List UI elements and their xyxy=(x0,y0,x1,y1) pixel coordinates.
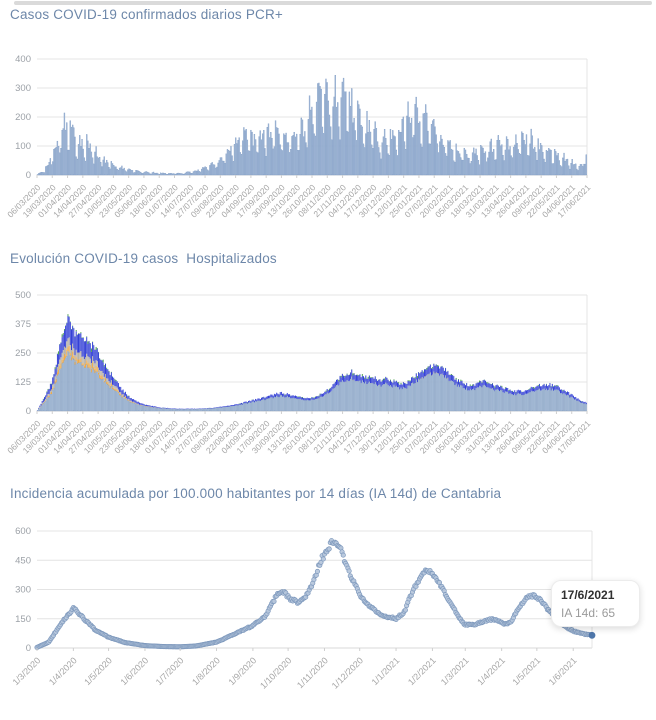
svg-text:150: 150 xyxy=(15,614,31,625)
svg-text:500: 500 xyxy=(15,290,31,301)
svg-text:1/2/2021: 1/2/2021 xyxy=(406,655,438,687)
top-scrollbar-thumb xyxy=(14,1,652,5)
chart-daily-pcr-cases[interactable]: 06/03/202019/03/202001/04/202014/04/2020… xyxy=(5,54,592,219)
chart2-title: Evolución COVID-19 casos Hospitalizados xyxy=(10,251,277,266)
svg-text:1/3/2021: 1/3/2021 xyxy=(439,655,471,687)
svg-text:1/3/2020: 1/3/2020 xyxy=(11,655,43,687)
svg-text:300: 300 xyxy=(15,83,31,94)
svg-text:1/1/2021: 1/1/2021 xyxy=(370,655,402,687)
svg-text:0: 0 xyxy=(26,643,31,654)
chart3-tooltip: 17/6/2021 IA 14d: 65 xyxy=(551,580,640,627)
svg-text:1/8/2020: 1/8/2020 xyxy=(190,655,222,687)
svg-text:250: 250 xyxy=(15,348,31,359)
svg-text:1/5/2020: 1/5/2020 xyxy=(82,655,114,687)
svg-text:100: 100 xyxy=(15,141,31,152)
svg-text:1/11/2020: 1/11/2020 xyxy=(295,655,330,690)
svg-text:400: 400 xyxy=(15,54,31,65)
svg-text:1/6/2021: 1/6/2021 xyxy=(547,655,579,687)
svg-text:1/7/2020: 1/7/2020 xyxy=(154,655,186,687)
chart3-title: Incidencia acumulada por 100.000 habitan… xyxy=(10,486,502,501)
svg-text:1/4/2021: 1/4/2021 xyxy=(475,655,507,687)
tooltip-value: IA 14d: 65 xyxy=(561,606,616,620)
chart1-title: Casos COVID-19 confirmados diarios PCR+ xyxy=(10,7,284,22)
tooltip-date: 17/6/2021 xyxy=(561,588,615,602)
svg-text:1/6/2020: 1/6/2020 xyxy=(118,655,150,687)
svg-text:0: 0 xyxy=(26,170,31,181)
svg-text:450: 450 xyxy=(15,555,31,566)
chart-ia14d[interactable]: 1/3/2020 1/4/2020 1/5/2020 1/6/2020 1/7/2020… xyxy=(11,526,596,691)
svg-text:1/4/2020: 1/4/2020 xyxy=(47,655,79,687)
svg-text:600: 600 xyxy=(15,526,31,537)
chart-hospitalizados[interactable]: 06/03/202019/03/202001/04/202014/04/2020… xyxy=(5,290,592,455)
svg-text:375: 375 xyxy=(15,319,31,330)
svg-text:1/10/2020: 1/10/2020 xyxy=(258,655,293,690)
svg-text:125: 125 xyxy=(15,377,31,388)
svg-text:1/12/2020: 1/12/2020 xyxy=(330,655,365,690)
svg-text:300: 300 xyxy=(15,585,31,596)
svg-text:1/9/2020: 1/9/2020 xyxy=(226,655,258,687)
svg-text:1/5/2021: 1/5/2021 xyxy=(510,655,542,687)
svg-text:0: 0 xyxy=(26,406,31,417)
svg-text:200: 200 xyxy=(15,112,31,123)
